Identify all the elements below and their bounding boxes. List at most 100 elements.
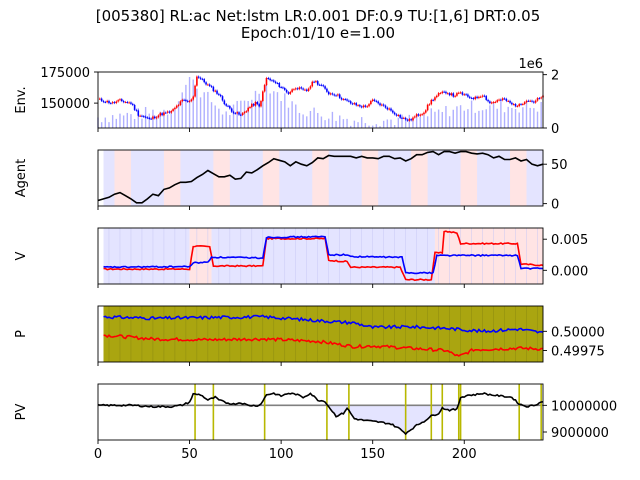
env-candle-body (520, 104, 522, 106)
pv-loss-area (98, 405, 543, 435)
env-candle-body (443, 91, 445, 93)
env-candle-body (472, 98, 475, 100)
env-volume-bar (298, 112, 301, 128)
env-candle-body (199, 77, 202, 79)
env-candle-body (540, 97, 542, 99)
env-candle-body (538, 98, 541, 100)
env-volume-bar (503, 112, 506, 128)
agent-action-band (394, 150, 401, 206)
env-candle-body (170, 110, 173, 113)
env-candle-body (342, 99, 345, 101)
agent-action-band (510, 150, 516, 206)
env-volume-bar (489, 105, 491, 128)
env-candle-body (99, 98, 101, 100)
env-volume-bar (474, 112, 476, 128)
env-volume-bar (166, 114, 169, 128)
env-candle-body (392, 110, 394, 113)
agent-series-line (97, 150, 544, 204)
env-candle-body (144, 116, 147, 118)
env-candle-body (408, 119, 411, 121)
env-candle-body (263, 85, 266, 92)
env-candle-body (161, 113, 163, 116)
value-bg-band (189, 228, 212, 284)
env-candle-body (388, 108, 390, 110)
env-candle-body (307, 88, 310, 91)
env-candle-body (179, 101, 182, 105)
policy-frame (97, 305, 544, 363)
agent-action-band (438, 150, 445, 206)
env-candle-body (243, 111, 246, 114)
agent-action-band (268, 150, 275, 206)
env-candle-body (121, 99, 123, 101)
env-candle-body (190, 99, 193, 102)
env-candle-body (124, 102, 127, 104)
env-candle-body (234, 113, 237, 115)
agent-action-band (372, 150, 379, 206)
env-candle-body (371, 99, 374, 102)
env-candle-body (155, 117, 158, 119)
env-candle-body (293, 89, 295, 91)
env-candle-body (399, 115, 401, 118)
env-candle-body (426, 104, 429, 111)
agent-action-band (240, 150, 247, 206)
env-candle-body (164, 112, 167, 114)
value-series-blue (103, 235, 544, 275)
env-volume-bar (335, 120, 337, 128)
value-series-red (103, 230, 544, 282)
env-candle-body (514, 104, 517, 107)
env-candle-body (117, 100, 119, 102)
agent-action-band (262, 150, 269, 206)
env-volume-bar (126, 112, 129, 128)
env-candle-body (322, 85, 325, 87)
env-candle-body (256, 102, 259, 105)
agent-action-band (180, 150, 187, 206)
agent-action-band (493, 150, 500, 206)
env-candle-body (490, 102, 493, 104)
agent-action-band (207, 150, 214, 206)
agent-action-band (125, 150, 132, 206)
env-candle-body (465, 94, 467, 96)
env-candle-body (340, 97, 343, 100)
env-candle-body (417, 114, 420, 116)
env-candle-body (218, 93, 220, 95)
agent-action-band (136, 150, 143, 206)
env-candle-body (403, 117, 405, 119)
env-candle-body (456, 93, 458, 96)
env-candle-body (368, 104, 370, 107)
env-candle-body (467, 94, 469, 97)
env-candle-body (487, 99, 489, 102)
env-volume-bar (302, 114, 304, 128)
agent-action-band (416, 150, 423, 206)
env-candle-body (177, 104, 180, 106)
agent-action-band (196, 150, 203, 206)
agent-action-band (350, 150, 357, 206)
agent-action-band (251, 150, 258, 206)
env-candle-body (463, 94, 466, 96)
env-candle-body (370, 101, 372, 105)
env-candle-body (254, 102, 257, 106)
env-volume-bar (295, 104, 297, 128)
env-volume-bar (210, 102, 213, 128)
env-volume-bar (470, 100, 473, 128)
env-candle-body (525, 100, 528, 103)
policy-tick-label: 0.50000 (551, 325, 605, 340)
env-candle-body (119, 99, 121, 101)
env-volume-bar (133, 118, 136, 128)
agent-action-band (427, 150, 434, 206)
env-volume-bar (412, 119, 414, 128)
env-volume-bar (174, 109, 176, 128)
env-candle-body (384, 105, 387, 108)
env-volume-bar (426, 116, 429, 128)
env-candle-body (273, 80, 275, 82)
env-candle-body (130, 102, 132, 104)
env-volume-bar (119, 113, 121, 128)
agent-action-band (295, 150, 302, 206)
env-volume-bar (371, 125, 374, 128)
env-candle-body (137, 110, 140, 116)
env-candle-body (174, 107, 176, 110)
agent-action-band (103, 150, 110, 206)
env-volume-bar (284, 93, 286, 128)
env-volume-bar (430, 108, 432, 128)
env-candle-body (498, 99, 500, 101)
agent-action-band (537, 150, 544, 206)
